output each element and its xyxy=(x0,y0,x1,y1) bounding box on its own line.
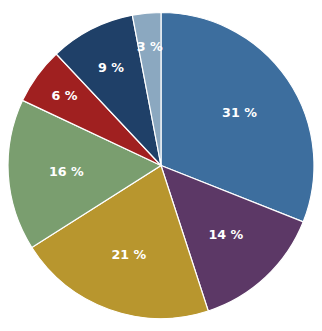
data-label: 9 % xyxy=(98,60,124,75)
data-label: 14 % xyxy=(209,227,244,242)
chart: 31 % 14 % 21 % 16 % 6 % 9 % 3 % xyxy=(0,0,322,331)
data-label: 3 % xyxy=(137,39,163,54)
pie: 31 % 14 % 21 % 16 % 6 % 9 % 3 % xyxy=(8,13,314,319)
data-label: 31 % xyxy=(222,105,257,120)
data-label: 16 % xyxy=(49,164,84,179)
data-label: 21 % xyxy=(111,247,146,262)
slices xyxy=(8,13,314,319)
chart-container: 31 % 14 % 21 % 16 % 6 % 9 % 3 % xyxy=(0,0,322,331)
data-labels: 31 % 14 % 21 % 16 % 6 % 9 % 3 % xyxy=(49,39,257,262)
data-label: 6 % xyxy=(51,88,77,103)
slice xyxy=(132,13,161,166)
